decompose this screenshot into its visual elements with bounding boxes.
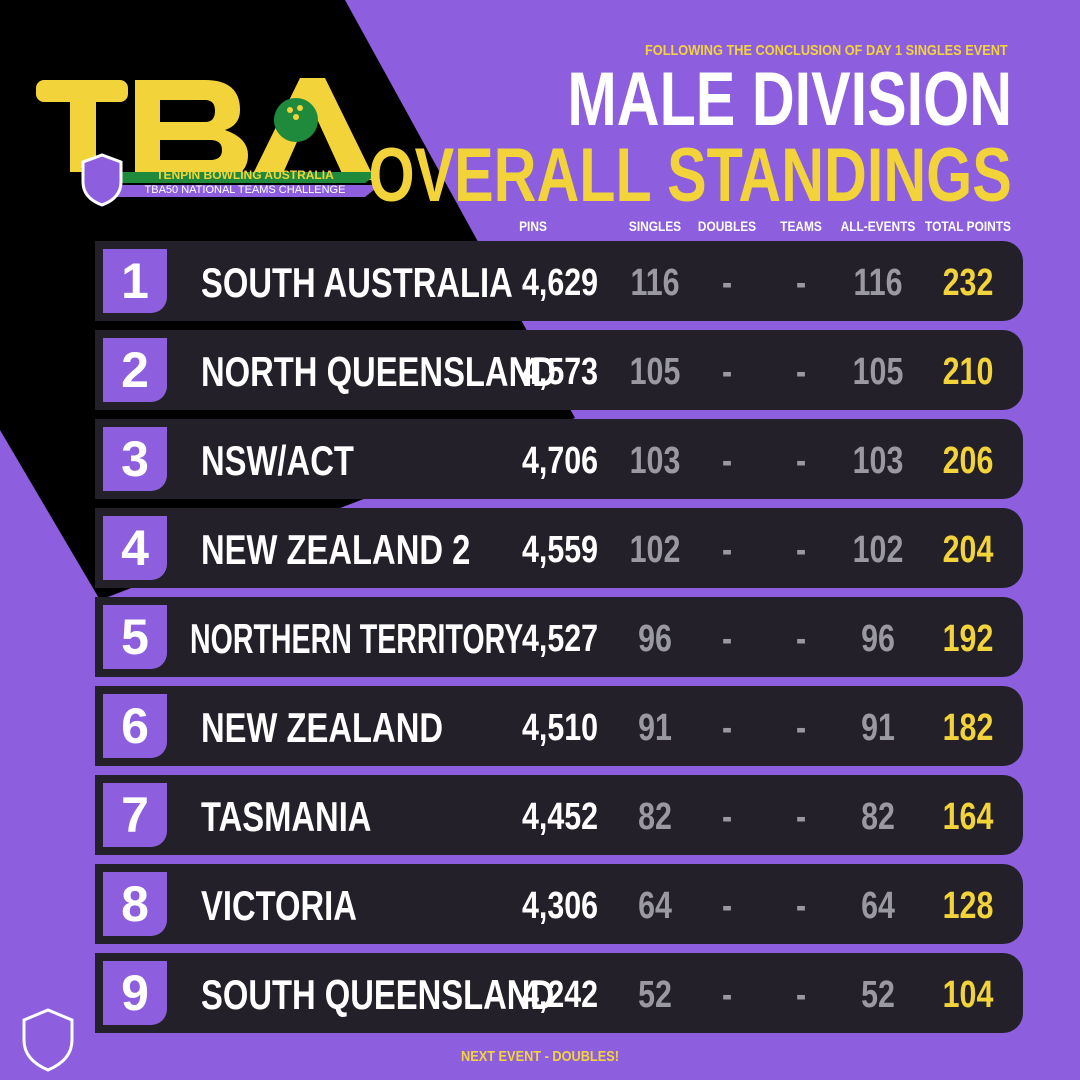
pins: 4,452 <box>521 796 599 838</box>
column-header: TOTAL POINTS <box>925 218 1011 234</box>
column-header: DOUBLES <box>697 218 757 234</box>
total-points: 210 <box>942 351 994 393</box>
team-name: TASMANIA <box>201 793 372 840</box>
rank: 8 <box>103 872 167 936</box>
table-row: 4 NEW ZEALAND 2 4,559 102- -102 204 <box>95 508 1023 588</box>
teams: - <box>795 707 807 749</box>
rank: 3 <box>103 427 167 491</box>
team-name: NORTH QUEENSLAND <box>201 348 556 395</box>
column-header: ALL-EVENTS <box>840 218 916 234</box>
singles: 91 <box>638 707 672 749</box>
rank: 4 <box>103 516 167 580</box>
table-row: 2 NORTH QUEENSLAND 4,573 105- -105 210 <box>95 330 1023 410</box>
all-events: 96 <box>861 618 895 660</box>
teams: - <box>795 885 807 927</box>
pins: 4,559 <box>521 529 599 571</box>
total-points: 164 <box>942 796 994 838</box>
singles: 96 <box>638 618 672 660</box>
all-events: 52 <box>861 974 895 1016</box>
rank: 9 <box>103 961 167 1025</box>
all-events: 64 <box>861 885 895 927</box>
rank: 1 <box>103 249 167 313</box>
teams: - <box>795 351 807 393</box>
all-events: 103 <box>852 440 904 482</box>
all-events: 102 <box>852 529 904 571</box>
singles: 82 <box>638 796 672 838</box>
team-name: SOUTH QUEENSLAND <box>201 971 555 1018</box>
total-points: 104 <box>942 974 994 1016</box>
teams: - <box>795 974 807 1016</box>
pins: 4,573 <box>521 351 599 393</box>
singles: 52 <box>638 974 672 1016</box>
table-row: 7 TASMANIA 4,452 82 - - 82 164 <box>95 775 1023 855</box>
team-name: SOUTH AUSTRALIA <box>201 259 513 306</box>
singles: 102 <box>629 529 681 571</box>
total-points: 204 <box>942 529 994 571</box>
logo-subtitle: TENPIN BOWLING AUSTRALIA <box>156 168 334 182</box>
doubles: - <box>721 351 733 393</box>
pins: 4,629 <box>521 262 599 304</box>
pins: 4,510 <box>521 707 599 749</box>
table-row: 5 NORTHERN TERRITORY 4,527 96 - - 96 192 <box>95 597 1023 677</box>
total-points: 182 <box>942 707 994 749</box>
rank: 6 <box>103 694 167 758</box>
teams: - <box>795 262 807 304</box>
table-row: 3 NSW/ACT 4,706 103- -103 206 <box>95 419 1023 499</box>
doubles: - <box>721 618 733 660</box>
shield-icon <box>22 1008 74 1072</box>
table-row: 1 SOUTH AUSTRALIA 4,629 116- -116 232 <box>95 241 1023 321</box>
column-header: SINGLES <box>628 218 682 234</box>
teams: - <box>795 440 807 482</box>
title: MALE DIVISION <box>567 57 1012 142</box>
team-name: NEW ZEALAND 2 <box>201 526 471 573</box>
team-name: NEW ZEALAND <box>201 704 444 751</box>
pins: 4,306 <box>521 885 599 927</box>
total-points: 206 <box>942 440 994 482</box>
column-header: TEAMS <box>780 218 822 234</box>
teams: - <box>795 796 807 838</box>
singles: 105 <box>629 351 681 393</box>
rank: 7 <box>103 783 167 847</box>
footer-note: NEXT EVENT - DOUBLES! <box>461 1048 619 1065</box>
total-points: 128 <box>942 885 994 927</box>
column-header: PINS <box>519 218 547 234</box>
doubles: - <box>721 885 733 927</box>
total-points: 192 <box>942 618 994 660</box>
subtitle: OVERALL STANDINGS <box>368 133 1012 218</box>
pins: 4,706 <box>521 440 599 482</box>
doubles: - <box>721 796 733 838</box>
all-events: 82 <box>861 796 895 838</box>
logo: TENPIN BOWLING AUSTRALIA TBA50 NATIONAL … <box>36 78 380 207</box>
table-row: 6 NEW ZEALAND 4,510 91 - - 91 182 <box>95 686 1023 766</box>
teams: - <box>795 618 807 660</box>
total-points: 232 <box>942 262 994 304</box>
all-events: 116 <box>853 262 903 304</box>
all-events: 105 <box>852 351 904 393</box>
pins: 4,242 <box>521 974 599 1016</box>
kicker: FOLLOWING THE CONCLUSION OF DAY 1 SINGLE… <box>645 42 1008 59</box>
doubles: - <box>721 440 733 482</box>
team-name: NSW/ACT <box>201 437 354 484</box>
table-row: 9 SOUTH QUEENSLAND 4,242 52 - - 52 104 <box>95 953 1023 1033</box>
team-name: VICTORIA <box>201 882 357 929</box>
team-name: NORTHERN TERRITORY <box>190 615 524 662</box>
doubles: - <box>721 707 733 749</box>
pins: 4,527 <box>521 618 599 660</box>
singles: 103 <box>629 440 681 482</box>
all-events: 91 <box>861 707 895 749</box>
logo-event: TBA50 NATIONAL TEAMS CHALLENGE <box>145 184 346 196</box>
doubles: - <box>721 529 733 571</box>
singles: 64 <box>638 885 672 927</box>
singles: 116 <box>630 262 680 304</box>
table-row: 8 VICTORIA 4,306 64 - - 64 128 <box>95 864 1023 944</box>
doubles: - <box>721 262 733 304</box>
teams: - <box>795 529 807 571</box>
rank: 5 <box>103 605 167 669</box>
doubles: - <box>721 974 733 1016</box>
rank: 2 <box>103 338 167 402</box>
